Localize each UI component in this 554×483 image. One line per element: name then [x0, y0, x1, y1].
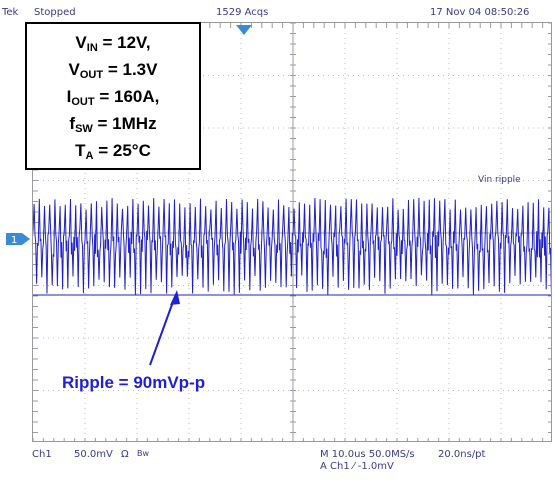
run-state: Stopped: [34, 7, 76, 18]
scope-settings-bar: Ch1 50.0mV Ω Bw M 10.0us 50.0MS/s 20.0ns…: [0, 443, 554, 483]
oscilloscope-screen: [32, 22, 552, 442]
trigger-setting: A Ch1 ⁄ -1.0mV: [320, 461, 394, 472]
record-resolution: 20.0ns/pt: [438, 449, 486, 460]
trigger-position-marker-icon: [236, 25, 252, 35]
channel-ground-marker-icon[interactable]: 1: [6, 233, 30, 245]
vout-condition: VOUT = 1.3V: [68, 60, 158, 81]
waveform-label: Vin ripple: [478, 175, 521, 185]
channel-label: Ch1: [32, 449, 52, 460]
coupling-icon: Ω: [121, 449, 129, 460]
bandwidth-limit: Bw: [137, 449, 150, 458]
datetime: 17 Nov 04 08:50:26: [430, 7, 530, 18]
volts-per-div: 50.0mV: [74, 449, 113, 460]
channel-marker-label: 1: [11, 235, 17, 245]
iout-condition: IOUT = 160A,: [66, 87, 160, 108]
scope-status-bar: Tek Stopped 1529 Acqs 17 Nov 04 08:50:26: [0, 0, 554, 22]
graticule: [33, 23, 551, 441]
vin-condition: VIN = 12V,: [75, 33, 151, 54]
brand-label: Tek: [2, 7, 19, 18]
timebase: M 10.0us 50.0MS/s: [320, 449, 415, 460]
acquisition-count: 1529 Acqs: [216, 7, 269, 18]
test-conditions-box: VIN = 12V, VOUT = 1.3V IOUT = 160A, fSW …: [25, 22, 201, 170]
vin-ripple-trace: [33, 197, 551, 296]
fsw-condition: fSW = 1MHz: [69, 114, 157, 135]
ripple-annotation: Ripple = 90mVp-p: [62, 373, 206, 392]
ta-condition: TA = 25°C: [75, 141, 151, 162]
